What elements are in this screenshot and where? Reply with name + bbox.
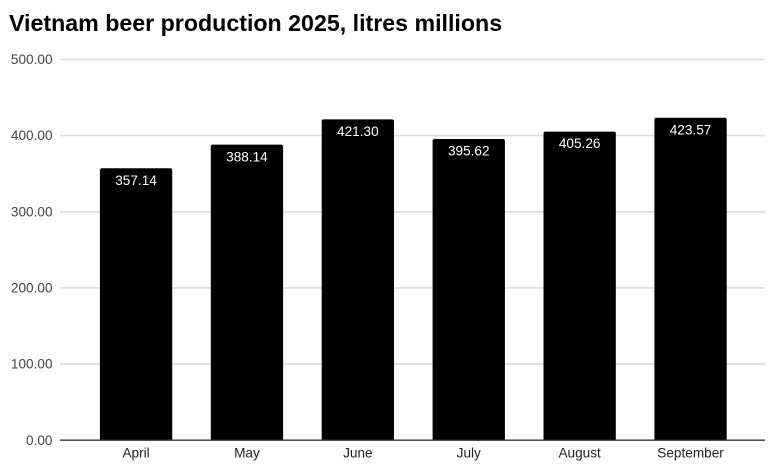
- svg-text:May: May: [234, 445, 260, 460]
- svg-text:405.26: 405.26: [559, 136, 601, 151]
- svg-text:100.00: 100.00: [11, 357, 53, 372]
- svg-text:June: June: [343, 445, 372, 460]
- svg-text:300.00: 300.00: [11, 204, 53, 219]
- svg-text:200.00: 200.00: [11, 281, 53, 296]
- svg-text:423.57: 423.57: [670, 122, 712, 137]
- svg-text:0.00: 0.00: [26, 433, 53, 448]
- svg-text:Vietnam beer production 2025,: Vietnam beer production 2025, litres mil…: [9, 10, 502, 36]
- svg-text:395.62: 395.62: [448, 144, 490, 159]
- svg-text:400.00: 400.00: [11, 128, 53, 143]
- svg-text:April: April: [122, 445, 149, 460]
- svg-text:September: September: [657, 445, 724, 460]
- svg-text:500.00: 500.00: [11, 52, 53, 67]
- svg-text:August: August: [558, 445, 601, 460]
- svg-text:421.30: 421.30: [337, 124, 379, 139]
- svg-text:388.14: 388.14: [226, 149, 268, 164]
- svg-text:July: July: [457, 445, 481, 460]
- svg-text:357.14: 357.14: [115, 173, 157, 188]
